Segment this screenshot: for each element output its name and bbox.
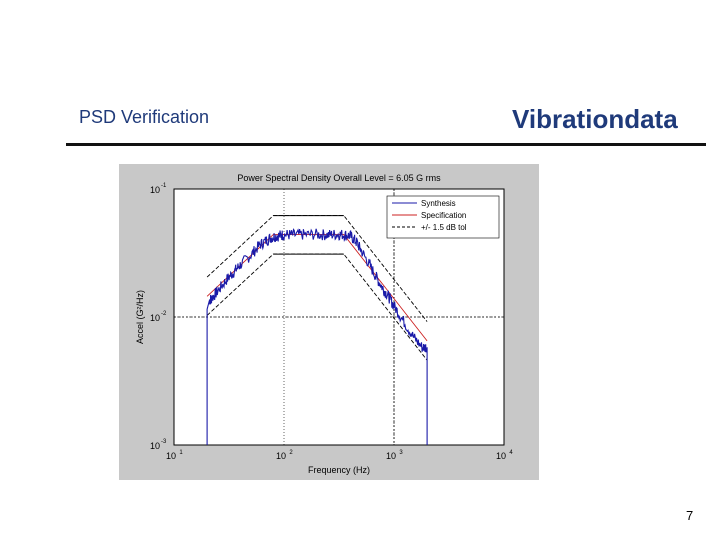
x-tick-label: 10 [276, 451, 286, 461]
page-number: 7 [686, 508, 694, 523]
x-tick-exponent: 2 [289, 450, 293, 456]
series-tolerance-line [206, 215, 428, 322]
x-tick-exponent: 3 [399, 450, 403, 456]
x-tick-label: 10 [166, 451, 176, 461]
chart-title: Power Spectral Density Overall Level = 6… [237, 173, 441, 183]
legend-label: Synthesis [421, 199, 456, 208]
y-tick-exponent: -3 [161, 439, 167, 445]
psd-chart-figure: 10 1 10 2 10 3 10 4 10 -1 10 -2 10 -3 Power Spectral … [119, 164, 539, 480]
y-tick-label: 10 [150, 313, 160, 323]
x-tick-label: 10 [496, 451, 506, 461]
y-tick-exponent: -2 [161, 311, 167, 317]
title-divider [66, 143, 706, 146]
x-axis-label: Frequency (Hz) [308, 465, 370, 475]
psd-chart: 10 1 10 2 10 3 10 410 -110 -210 -3 Power Spectral … [135, 173, 513, 475]
x-tick-exponent: 4 [509, 450, 513, 456]
reference-lines [174, 189, 504, 445]
slide-title: PSD Verification [79, 107, 210, 127]
tick-labels: 10 1 10 2 10 3 10 410 -110 -210 -3 [150, 183, 513, 461]
series-tolerance-line [206, 253, 428, 361]
series-group [206, 215, 428, 445]
y-axis-label: Accel (G²/Hz) [135, 290, 145, 344]
x-tick-label: 10 [386, 451, 396, 461]
y-tick-label: 10 [150, 441, 160, 451]
legend-label: +/- 1.5 dB tol [421, 223, 467, 232]
brand-logo-text: Vibrationdata [512, 104, 678, 134]
chart-legend: Synthesis Specification +/- 1.5 dB tol [386, 195, 500, 239]
y-tick-label: 10 [150, 185, 160, 195]
x-tick-exponent: 1 [179, 450, 183, 456]
y-tick-exponent: -1 [161, 183, 167, 189]
legend-label: Specification [421, 211, 466, 220]
series-synthesis-line [206, 228, 428, 445]
